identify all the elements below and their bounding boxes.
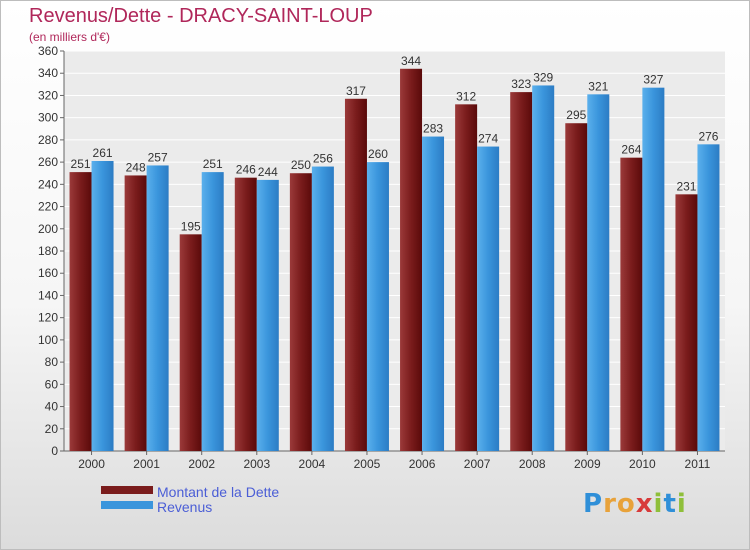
bar-dette [620,157,643,451]
x-tick-label: 2007 [464,457,491,471]
legend-swatch-dette [101,486,153,494]
bar-revenus [422,136,445,452]
x-tick-label: 2001 [133,457,160,471]
bar-revenus [256,179,279,451]
logo-letter: r [603,489,617,519]
y-tick-label: 300 [38,111,58,125]
bar-dette [124,175,147,451]
x-tick-label: 2004 [299,457,326,471]
data-label-dette: 195 [181,219,201,233]
y-tick-label: 20 [45,422,59,436]
y-tick-label: 340 [38,66,58,80]
bar-revenus [532,85,555,451]
data-label-dette: 317 [346,84,366,98]
bar-dette [400,68,423,452]
bar-revenus [477,146,500,452]
logo-letter: i [676,489,687,519]
data-label-revenus: 244 [258,165,278,179]
bar-dette [344,98,367,452]
logo-letter: x [635,489,654,519]
data-label-dette: 295 [566,108,586,122]
x-tick-label: 2008 [519,457,546,471]
bar-dette [565,123,588,451]
data-label-revenus: 283 [423,122,443,136]
y-tick-label: 60 [45,377,59,391]
bar-dette [289,173,312,451]
bar-revenus [642,87,665,452]
logo-letter: P [583,489,604,519]
legend-swatch-revenus [101,501,153,509]
y-tick-label: 160 [38,266,58,280]
data-label-revenus: 251 [203,157,223,171]
y-tick-label: 320 [38,88,58,102]
bar-revenus [311,166,334,452]
bar-revenus [587,94,610,451]
logo-letter: o [616,489,636,519]
x-tick-label: 2003 [243,457,270,471]
data-label-revenus: 256 [313,152,333,166]
data-label-revenus: 257 [148,150,168,164]
data-label-revenus: 274 [478,132,498,146]
logo-letter: i [653,489,664,519]
y-tick-label: 0 [51,444,58,458]
y-tick-label: 180 [38,244,58,258]
bar-revenus [366,162,389,451]
y-tick-label: 40 [45,400,59,414]
data-label-dette: 344 [401,54,421,68]
data-label-revenus: 276 [698,129,718,143]
data-label-dette: 251 [71,157,91,171]
y-tick-label: 260 [38,155,58,169]
y-tick-label: 360 [38,44,58,58]
y-tick-label: 280 [38,133,58,147]
legend-label-dette: Montant de la Dette [157,484,280,500]
bar-dette [179,234,202,451]
y-tick-label: 80 [45,355,59,369]
x-tick-label: 2000 [78,457,105,471]
x-tick-label: 2011 [685,457,711,471]
bar-dette [69,172,92,451]
data-label-revenus: 261 [93,146,113,160]
data-label-dette: 250 [291,158,311,172]
bar-dette [455,104,478,451]
data-label-revenus: 329 [533,70,553,84]
x-tick-label: 2006 [409,457,436,471]
x-tick-label: 2005 [354,457,381,471]
y-tick-label: 220 [38,200,58,214]
y-tick-label: 200 [38,222,58,236]
bar-dette [234,177,257,451]
data-label-revenus: 321 [588,79,608,93]
chart-subtitle: (en milliers d'€) [29,30,110,44]
x-tick-label: 2009 [574,457,601,471]
data-label-dette: 231 [676,179,696,193]
data-label-revenus: 327 [643,73,663,87]
data-label-dette: 248 [126,160,146,174]
chart-title: Revenus/Dette - DRACY-SAINT-LOUP [29,5,373,27]
data-label-dette: 323 [511,77,531,91]
y-tick-label: 100 [38,333,58,347]
bar-dette [510,92,533,451]
logo-letter: t [663,489,677,519]
proxiti-logo: Proxiti [583,489,687,519]
data-label-dette: 312 [456,89,476,103]
data-label-revenus: 260 [368,147,388,161]
data-label-dette: 246 [236,163,256,177]
bar-revenus [201,172,224,451]
bar-revenus [146,165,169,451]
bar-revenus [697,144,720,452]
bar-dette [675,194,698,452]
data-label-dette: 264 [621,143,641,157]
x-tick-label: 2010 [629,457,656,471]
legend-label-revenus: Revenus [157,499,213,515]
y-tick-label: 140 [38,288,58,302]
y-tick-label: 240 [38,177,58,191]
bar-revenus [91,161,114,451]
x-tick-label: 2002 [188,457,215,471]
y-tick-label: 120 [38,311,58,325]
